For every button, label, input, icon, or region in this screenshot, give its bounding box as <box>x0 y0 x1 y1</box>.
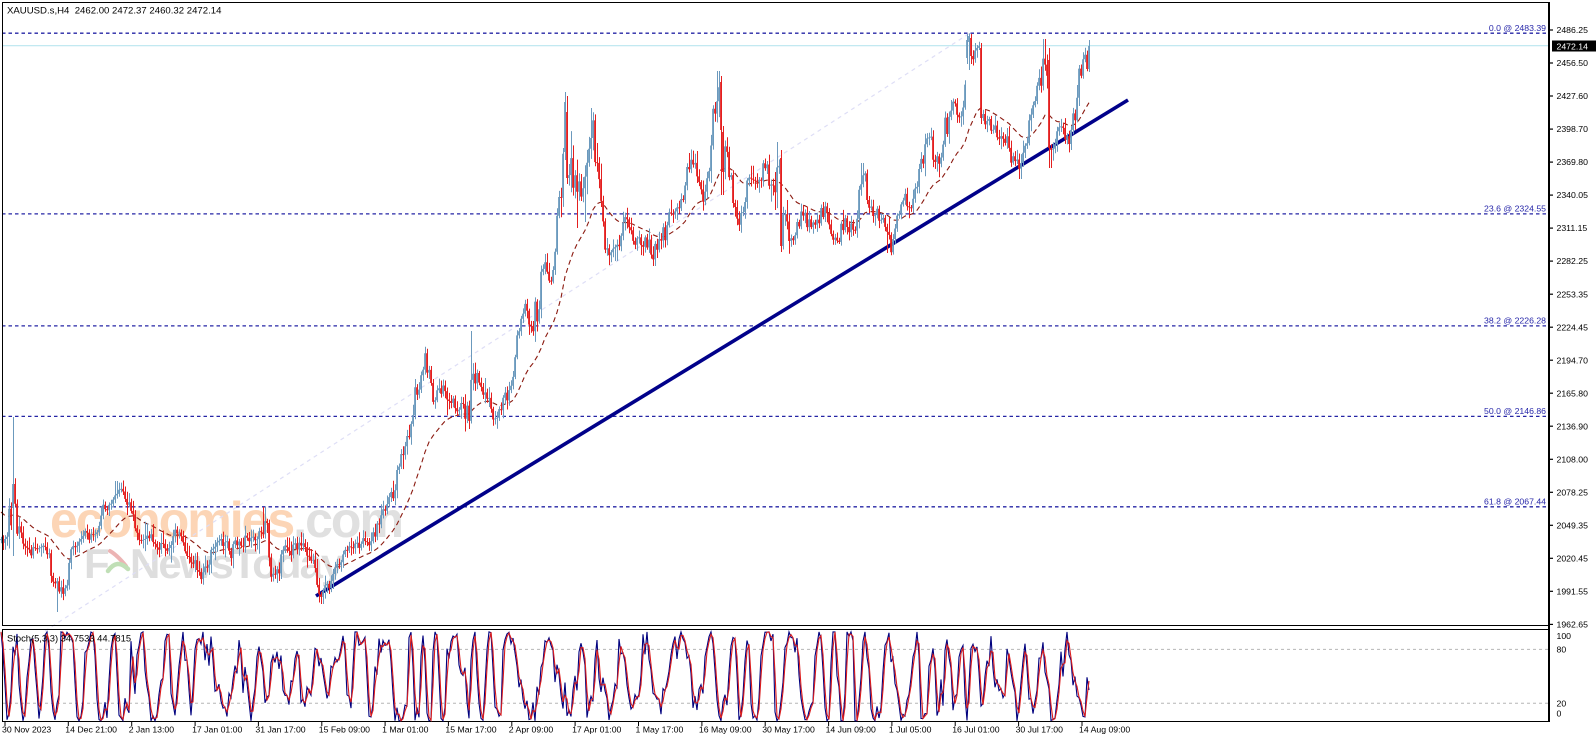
svg-text:2 Apr 09:00: 2 Apr 09:00 <box>509 725 554 735</box>
svg-text:23.6 @ 2324.55: 23.6 @ 2324.55 <box>1484 204 1546 214</box>
svg-text:17 Apr 01:00: 17 Apr 01:00 <box>572 725 621 735</box>
svg-text:2369.80: 2369.80 <box>1557 157 1589 167</box>
svg-text:2049.35: 2049.35 <box>1557 520 1589 530</box>
svg-text:14 Dec 21:00: 14 Dec 21:00 <box>65 725 117 735</box>
svg-text:2456.50: 2456.50 <box>1557 58 1589 68</box>
svg-text:30 May 17:00: 30 May 17:00 <box>762 725 815 735</box>
svg-text:2224.45: 2224.45 <box>1557 322 1589 332</box>
svg-text:2253.35: 2253.35 <box>1557 289 1589 299</box>
svg-text:16 May 09:00: 16 May 09:00 <box>699 725 752 735</box>
svg-text:30 Jul 17:00: 30 Jul 17:00 <box>1016 725 1064 735</box>
svg-text:2194.70: 2194.70 <box>1557 355 1589 365</box>
svg-text:1991.55: 1991.55 <box>1557 586 1589 596</box>
svg-text:1 Jul 05:00: 1 Jul 05:00 <box>889 725 932 735</box>
svg-text:1 Mar 01:00: 1 Mar 01:00 <box>382 725 429 735</box>
svg-text:20: 20 <box>1557 698 1567 708</box>
svg-text:80: 80 <box>1557 645 1567 655</box>
svg-text:30 Nov 2023: 30 Nov 2023 <box>2 725 51 735</box>
svg-text:1 May 17:00: 1 May 17:00 <box>636 725 684 735</box>
svg-text:2 Jan 13:00: 2 Jan 13:00 <box>129 725 175 735</box>
svg-text:2486.25: 2486.25 <box>1557 25 1589 35</box>
svg-text:100: 100 <box>1557 631 1572 641</box>
svg-text:31 Jan 17:00: 31 Jan 17:00 <box>255 725 305 735</box>
svg-text:F: F <box>84 540 109 587</box>
svg-text:2108.00: 2108.00 <box>1557 454 1589 464</box>
svg-text:2136.90: 2136.90 <box>1557 421 1589 431</box>
svg-text:2472.14: 2472.14 <box>1557 42 1589 52</box>
svg-text:0: 0 <box>1557 709 1562 719</box>
svg-text:2311.15: 2311.15 <box>1557 223 1588 233</box>
svg-text:2282.25: 2282.25 <box>1557 256 1589 266</box>
svg-text:economies.com: economies.com <box>50 492 402 548</box>
svg-text:14 Aug 09:00: 14 Aug 09:00 <box>1079 725 1130 735</box>
svg-text:2078.25: 2078.25 <box>1557 487 1589 497</box>
svg-text:15 Mar 17:00: 15 Mar 17:00 <box>445 725 496 735</box>
svg-text:2165.80: 2165.80 <box>1557 388 1589 398</box>
svg-text:2398.70: 2398.70 <box>1557 124 1589 134</box>
svg-text:50.0 @ 2146.86: 50.0 @ 2146.86 <box>1484 406 1546 416</box>
svg-text:17 Jan 01:00: 17 Jan 01:00 <box>192 725 242 735</box>
svg-text:XAUUSD.s,H4 2462.00 2472.37 2: XAUUSD.s,H4 2462.00 2472.37 2460.32 2472… <box>7 6 222 17</box>
svg-text:Stoch(5,3,3) 34.7533 44.7815: Stoch(5,3,3) 34.7533 44.7815 <box>7 633 131 644</box>
svg-text:2020.45: 2020.45 <box>1557 553 1589 563</box>
svg-text:61.8 @ 2067.44: 61.8 @ 2067.44 <box>1484 497 1546 507</box>
svg-text:1962.65: 1962.65 <box>1557 620 1589 630</box>
svg-text:14 Jun 09:00: 14 Jun 09:00 <box>826 725 876 735</box>
svg-text:38.2 @ 2226.28: 38.2 @ 2226.28 <box>1484 316 1546 326</box>
svg-text:2340.05: 2340.05 <box>1557 190 1589 200</box>
svg-text:2427.60: 2427.60 <box>1557 91 1589 101</box>
svg-text:0.0 @ 2483.39: 0.0 @ 2483.39 <box>1489 23 1546 33</box>
svg-text:15 Feb 09:00: 15 Feb 09:00 <box>319 725 370 735</box>
svg-text:16 Jul 01:00: 16 Jul 01:00 <box>952 725 1000 735</box>
